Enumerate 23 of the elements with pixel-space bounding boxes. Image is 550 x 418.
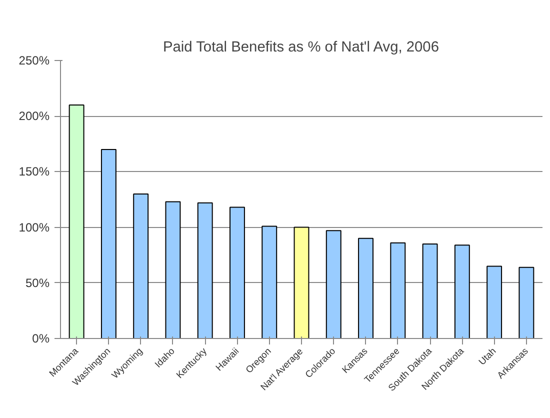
bar [294,226,310,338]
bar [486,266,502,338]
bar [326,230,342,338]
bar [230,206,245,338]
bar [133,193,149,338]
y-tick-label: 150% [18,164,50,179]
y-tick-label: 50% [25,276,50,290]
bar [165,201,181,338]
y-tick-label: 250% [18,54,50,68]
bar [390,242,406,338]
y-tick-label: 0% [32,332,50,346]
chart-title: Paid Total Benefits as % of Nat'l Avg, 2006 [162,40,439,56]
bar [100,148,116,338]
bar [518,266,534,338]
y-tick-label: 200% [18,109,50,124]
y-tick-label: 100% [18,220,50,234]
bar [68,104,84,338]
bar [197,202,213,338]
bar [358,238,374,338]
bar [422,243,438,338]
x-tick-label: Utah [476,346,498,367]
bar [262,226,278,338]
bar [454,244,470,338]
